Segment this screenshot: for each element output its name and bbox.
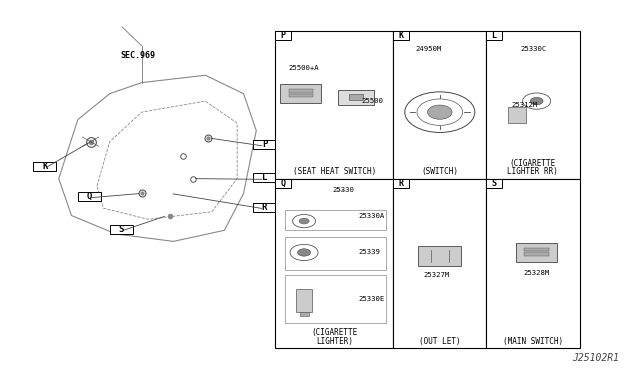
Bar: [280, 84, 321, 103]
Text: (OUT LET): (OUT LET): [419, 337, 460, 346]
Circle shape: [298, 249, 310, 256]
Text: K: K: [42, 162, 47, 171]
Bar: [285, 237, 386, 270]
Text: R: R: [262, 203, 268, 212]
Text: J25102R1: J25102R1: [573, 353, 620, 363]
Text: (SWITCH): (SWITCH): [421, 167, 458, 176]
Text: LIGHTER RR): LIGHTER RR): [508, 167, 558, 176]
Bar: [394, 179, 409, 188]
Text: K: K: [399, 31, 404, 40]
Bar: [486, 179, 580, 349]
Text: P: P: [262, 140, 268, 149]
Bar: [524, 248, 549, 251]
Text: 25330C: 25330C: [521, 46, 547, 52]
Circle shape: [531, 97, 543, 105]
Text: LIGHTER): LIGHTER): [316, 337, 353, 346]
Bar: [419, 246, 461, 266]
Text: 25500: 25500: [362, 98, 383, 104]
Bar: [300, 311, 308, 316]
Bar: [486, 179, 502, 188]
Text: Q: Q: [86, 192, 92, 201]
Bar: [253, 203, 276, 212]
Text: (SEAT HEAT SWITCH): (SEAT HEAT SWITCH): [292, 167, 376, 176]
Bar: [394, 31, 409, 40]
Bar: [33, 162, 56, 171]
Text: (CIGARETTE: (CIGARETTE: [509, 158, 556, 167]
Text: 25330E: 25330E: [358, 296, 385, 302]
Bar: [338, 90, 374, 105]
Text: 25500+A: 25500+A: [288, 65, 319, 71]
Text: R: R: [399, 179, 404, 188]
Text: 25312M: 25312M: [511, 102, 538, 108]
Bar: [289, 94, 313, 97]
Text: S: S: [491, 179, 496, 188]
Bar: [109, 225, 132, 234]
Text: P: P: [281, 31, 286, 40]
Text: 25339: 25339: [358, 250, 380, 256]
Bar: [508, 107, 526, 123]
Text: 25330: 25330: [333, 187, 355, 193]
Bar: [275, 179, 291, 188]
Bar: [275, 31, 291, 40]
Bar: [349, 94, 363, 100]
Bar: [275, 179, 394, 349]
Circle shape: [299, 218, 309, 224]
Text: 24950M: 24950M: [415, 46, 442, 52]
Bar: [275, 31, 394, 179]
Bar: [285, 275, 386, 323]
Text: (MAIN SWITCH): (MAIN SWITCH): [503, 337, 563, 346]
Bar: [394, 31, 486, 179]
Bar: [486, 31, 502, 40]
Bar: [289, 89, 313, 93]
Text: L: L: [491, 31, 496, 40]
Text: SEC.969: SEC.969: [121, 51, 156, 61]
Bar: [486, 31, 580, 179]
Text: 25330A: 25330A: [358, 212, 385, 218]
Text: 25328M: 25328M: [524, 270, 550, 276]
Bar: [296, 289, 312, 312]
Text: S: S: [118, 225, 124, 234]
Circle shape: [428, 105, 452, 119]
Text: (CIGARETTE: (CIGARETTE: [311, 328, 358, 337]
Bar: [253, 140, 276, 149]
Text: 25327M: 25327M: [423, 272, 449, 278]
Bar: [394, 179, 486, 349]
Bar: [516, 243, 557, 262]
Text: L: L: [262, 173, 268, 182]
Bar: [78, 192, 100, 201]
Text: Q: Q: [281, 179, 286, 188]
Bar: [253, 173, 276, 182]
Bar: [285, 210, 386, 230]
Bar: [524, 253, 549, 256]
